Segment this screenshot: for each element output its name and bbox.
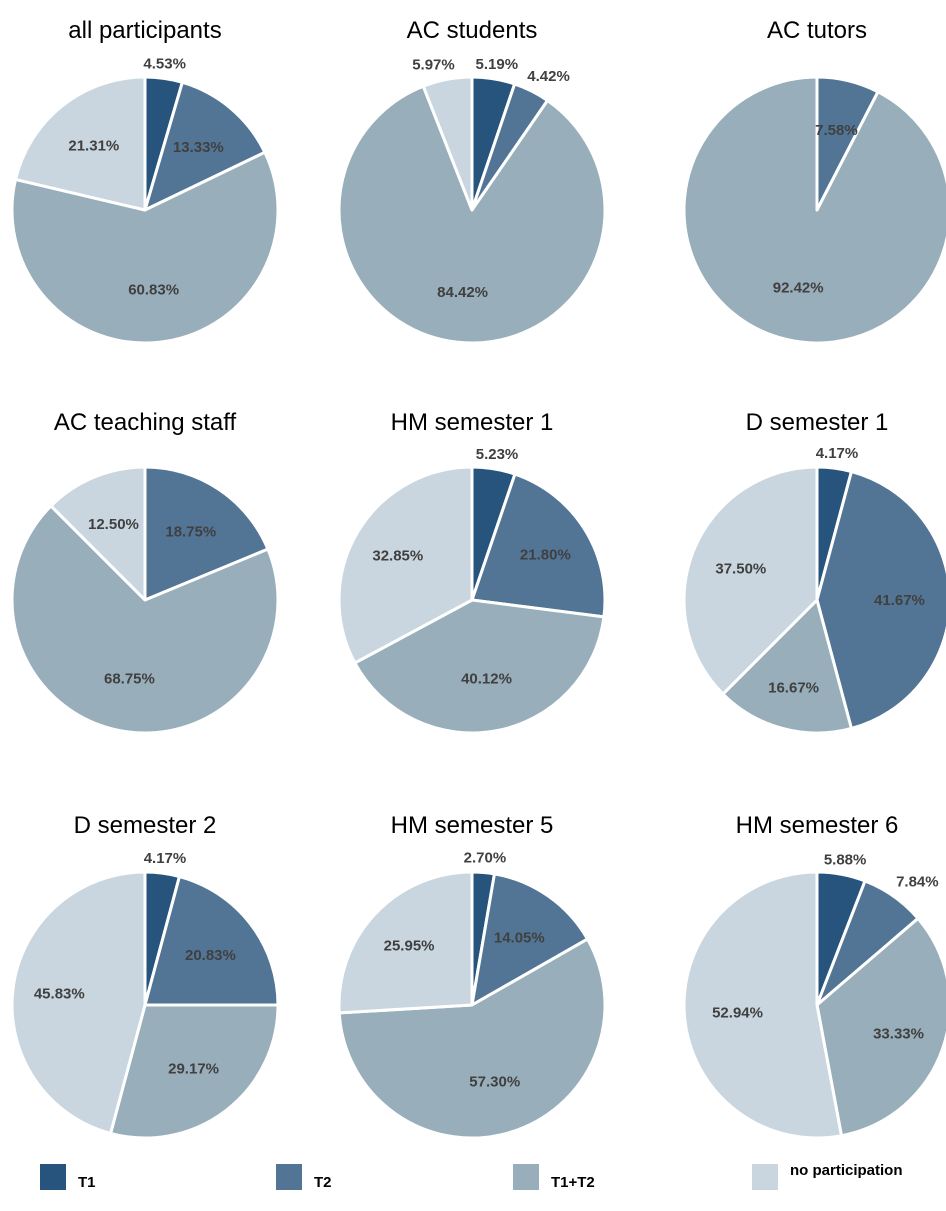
data-label-t1: 4.17% (816, 445, 859, 462)
pie-slice-no-participation (682, 870, 843, 1140)
legend-swatch (40, 1164, 66, 1190)
pie-slice-t1-t2 (721, 598, 853, 735)
data-label-t2: 21.80% (520, 546, 571, 563)
data-label-t1-t2: 29.17% (168, 1060, 219, 1077)
pie-title: HM semester 1 (391, 409, 554, 436)
legend-label: no participation (790, 1162, 903, 1179)
pie-slice-t2 (815, 470, 946, 730)
pie-ac-tutors: AC tutors 7.58% 92.42% (682, 17, 946, 345)
data-label-no-participation: 5.97% (412, 56, 455, 73)
pie-slice-no-participation (49, 465, 147, 602)
pie-slice-t2 (470, 472, 607, 619)
data-label-no-participation: 32.85% (372, 548, 423, 565)
pie-ac-students: AC students 5.19% 4.42% 84.42% 5.97% (337, 17, 607, 345)
pie-title: all participants (68, 17, 221, 44)
data-label-no-participation: 37.50% (715, 560, 766, 577)
legend-swatch (752, 1164, 778, 1190)
data-label-t1-t2: 84.42% (437, 284, 488, 301)
pie-slice-t1-t2 (353, 598, 606, 735)
data-label-no-participation: 25.95% (384, 938, 435, 955)
data-label-t1-t2: 33.33% (873, 1026, 924, 1043)
pie-d-semester-1: D semester 1 4.17% 41.67% 16.67% 37.50% (682, 409, 946, 735)
data-label-no-participation: 45.83% (34, 986, 85, 1003)
pie-slice-t1-t2 (337, 937, 607, 1140)
pie-all-participants: all participants 4.53% 13.33% 60.83% 21.31% (10, 17, 280, 345)
pie-slice-t1-t2 (682, 75, 946, 345)
data-label-t1-t2: 60.83% (128, 281, 179, 298)
pie-title: HM semester 6 (736, 812, 899, 839)
pie-slice-no-participation (337, 870, 474, 1015)
data-label-t1-t2: 57.30% (469, 1073, 520, 1090)
pie-title: AC students (407, 17, 538, 44)
data-label-no-participation: 52.94% (712, 1004, 763, 1021)
data-label-no-participation: 12.50% (88, 516, 139, 533)
pie-slice-t1-t2 (815, 916, 946, 1138)
pie-slice-no-participation (14, 75, 147, 212)
data-label-no-participation: 21.31% (68, 137, 119, 154)
pie-d-semester-2: D semester 2 4.17% 20.83% 29.17% 45.83% (10, 812, 280, 1140)
legend-item-t1-t2: T1+T2 (513, 1164, 595, 1191)
data-label-t2: 14.05% (494, 929, 545, 946)
legend-label: T1 (78, 1174, 96, 1191)
data-label-t2: 7.84% (896, 873, 939, 890)
pie-title: AC teaching staff (54, 409, 237, 436)
data-label-t2: 41.67% (874, 592, 925, 609)
pie-slice-t1-t2 (337, 84, 607, 345)
pie-slice-t1-t2 (10, 504, 280, 735)
pie-title: D semester 1 (746, 409, 889, 436)
pie-hm-semester-1: HM semester 1 5.23% 21.80% 40.12% 32.85% (337, 409, 607, 735)
data-label-t2: 4.42% (527, 68, 570, 85)
data-label-t2: 13.33% (173, 139, 224, 156)
pie-ac-teaching-staff: AC teaching staff 18.75% 68.75% 12.50% (10, 409, 280, 735)
legend-label: T1+T2 (551, 1174, 595, 1191)
legend-label: T2 (314, 1174, 332, 1191)
pie-title: HM semester 5 (391, 812, 554, 839)
pie-slice-t2 (143, 80, 267, 212)
pie-hm-semester-5: HM semester 5 2.70% 14.05% 57.30% 25.95% (337, 812, 607, 1140)
pie-title: D semester 2 (74, 812, 217, 839)
pie-slice-t2 (143, 465, 270, 602)
data-label-t1-t2: 16.67% (768, 679, 819, 696)
legend: T1 T2 T1+T2 no participation (40, 1162, 903, 1191)
pie-slice-t2 (143, 875, 280, 1007)
pie-slice-t2 (470, 872, 590, 1007)
data-label-t1: 5.23% (476, 446, 519, 463)
legend-item-t2: T2 (276, 1164, 332, 1191)
data-label-t1: 4.53% (143, 55, 186, 72)
data-label-t1-t2: 40.12% (461, 670, 512, 687)
data-label-t1-t2: 92.42% (773, 280, 824, 297)
legend-item-no-participation: no participation (752, 1162, 903, 1190)
data-label-t2: 7.58% (815, 122, 858, 139)
pie-slice-t1-t2 (10, 150, 280, 345)
data-label-t2: 18.75% (165, 523, 216, 540)
pie-slice-no-participation (10, 870, 147, 1135)
data-label-t2: 20.83% (185, 947, 236, 964)
data-label-t1: 4.17% (144, 850, 187, 867)
data-label-t1: 5.88% (824, 851, 867, 868)
pie-slice-t1-t2 (109, 1003, 280, 1140)
legend-swatch (513, 1164, 539, 1190)
pie-slice-no-participation (682, 465, 819, 696)
legend-item-t1: T1 (40, 1164, 96, 1191)
pie-slice-no-participation (337, 465, 474, 665)
data-label-t1: 5.19% (476, 56, 519, 73)
legend-swatch (276, 1164, 302, 1190)
pie-title: AC tutors (767, 17, 867, 44)
data-label-t1: 2.70% (464, 849, 507, 866)
data-label-t1-t2: 68.75% (104, 670, 155, 687)
pie-hm-semester-6: HM semester 6 5.88% 7.84% 33.33% 52.94% (682, 812, 946, 1140)
pie-slice-no-participation (421, 75, 474, 212)
